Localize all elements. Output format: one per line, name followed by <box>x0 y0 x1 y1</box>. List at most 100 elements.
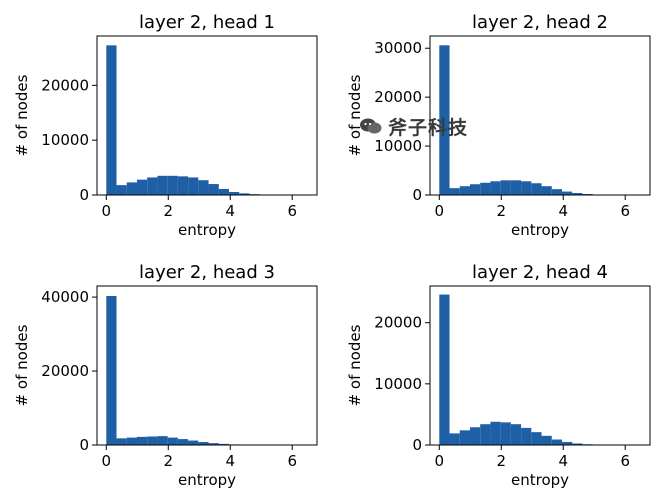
histogram-bar <box>218 443 229 445</box>
histogram-bar <box>459 430 470 445</box>
y-tick-label: 20000 <box>374 88 422 106</box>
plot-frame <box>96 35 318 196</box>
histogram-bar <box>562 441 573 445</box>
x-tick-label: 4 <box>225 452 235 470</box>
histogram-bar <box>106 45 117 195</box>
histogram-bar <box>459 186 470 195</box>
plot-frame <box>429 285 651 446</box>
x-tick-label: 0 <box>435 202 445 220</box>
histogram-bar <box>551 189 562 195</box>
y-axis-label: # of nodes <box>13 74 31 156</box>
histogram-bar <box>541 435 552 445</box>
x-tick-label: 6 <box>287 202 297 220</box>
histogram-bar <box>177 176 189 195</box>
histogram-bar <box>167 175 178 195</box>
histogram-bar <box>572 193 583 195</box>
histogram-bar <box>208 443 219 445</box>
histogram-bar <box>521 427 532 445</box>
histogram-bar <box>500 180 511 195</box>
y-tick-label: 0 <box>412 186 422 204</box>
panel-2: 0 2 4 6 0 10000 20000 30000 layer 2, head 2 entro… <box>346 12 651 239</box>
histogram-bar <box>116 438 127 445</box>
histogram-bar <box>157 175 168 195</box>
histogram-bar <box>490 181 501 195</box>
histogram-bar <box>531 432 542 445</box>
watermark: 斧子科技 <box>360 111 480 141</box>
y-axis-label: # of nodes <box>13 324 31 406</box>
histogram-bar <box>177 439 189 445</box>
histogram-bar <box>521 181 532 195</box>
histogram-bar <box>439 45 450 196</box>
histogram-bar <box>126 437 137 445</box>
chart-title: layer 2, head 2 <box>472 12 608 33</box>
y-tick-label: 0 <box>79 186 89 204</box>
histogram-bar <box>106 295 117 445</box>
x-axis-label: entropy <box>178 471 236 489</box>
histogram-bar <box>449 188 460 195</box>
histogram-bar <box>198 442 209 445</box>
histogram-bar <box>562 191 573 195</box>
y-tick-label: 10000 <box>374 375 422 393</box>
histogram-bar <box>218 188 229 195</box>
x-tick-label: 2 <box>163 202 173 220</box>
x-axis-label: entropy <box>178 221 236 239</box>
histogram-bar <box>229 191 240 195</box>
histogram-bar <box>188 440 199 445</box>
x-axis-label: entropy <box>511 221 569 239</box>
x-tick-label: 2 <box>163 452 173 470</box>
histogram-bar <box>136 436 148 445</box>
histogram-bar <box>469 184 481 195</box>
y-tick-label: 20000 <box>41 76 89 94</box>
histogram-bar <box>531 183 542 195</box>
histogram-bar <box>188 177 199 195</box>
histogram-bar <box>167 437 178 445</box>
y-tick-label: 10000 <box>41 131 89 149</box>
y-tick-label: 30000 <box>374 39 422 57</box>
y-tick-label: 40000 <box>41 288 89 306</box>
panel-3: 0 2 4 6 0 20000 40000 layer 2, head 3 entropy # o… <box>13 262 318 489</box>
histogram-bar <box>116 185 127 195</box>
x-tick-label: 6 <box>287 452 297 470</box>
x-tick-label: 6 <box>620 452 630 470</box>
histogram-bar <box>480 182 491 195</box>
histogram-bar <box>147 177 158 195</box>
histogram-bar <box>136 179 148 195</box>
chart-title: layer 2, head 1 <box>139 12 275 33</box>
x-tick-label: 4 <box>558 202 568 220</box>
y-tick-label: 10000 <box>374 137 422 155</box>
chart-title: layer 2, head 4 <box>472 262 608 283</box>
histogram-bar <box>510 180 522 195</box>
histogram-bar <box>439 294 450 445</box>
x-tick-label: 0 <box>102 452 112 470</box>
histogram-bar <box>147 436 158 445</box>
histogram-bar <box>490 421 501 445</box>
x-tick-label: 2 <box>496 202 506 220</box>
y-tick-label: 0 <box>412 436 422 454</box>
y-axis-label: # of nodes <box>346 324 364 406</box>
y-tick-label: 20000 <box>41 362 89 380</box>
x-tick-label: 4 <box>558 452 568 470</box>
plot-frame <box>429 35 651 196</box>
plot-frame <box>96 285 318 446</box>
x-tick-label: 2 <box>496 452 506 470</box>
x-axis-label: entropy <box>511 471 569 489</box>
watermark-text: 斧子科技 <box>388 116 469 139</box>
wechat-logo-icon <box>360 118 382 134</box>
histogram-bar <box>126 182 137 195</box>
chart-title: layer 2, head 3 <box>139 262 275 283</box>
panel-1: 0 2 4 6 0 10000 20000 layer 2, head 1 entropy # o… <box>13 12 318 239</box>
y-tick-label: 20000 <box>374 314 422 332</box>
histogram-bar <box>469 427 481 445</box>
histogram-bar <box>208 184 219 195</box>
y-axis-label: # of nodes <box>346 74 364 156</box>
x-tick-label: 6 <box>620 202 630 220</box>
histogram-bar <box>500 422 511 445</box>
x-tick-label: 0 <box>435 452 445 470</box>
histogram-bar <box>541 186 552 195</box>
histogram-bar <box>198 180 209 195</box>
y-tick-label: 0 <box>79 436 89 454</box>
x-tick-label: 4 <box>225 202 235 220</box>
histogram-bar <box>157 436 168 445</box>
histogram-bar <box>510 424 522 445</box>
